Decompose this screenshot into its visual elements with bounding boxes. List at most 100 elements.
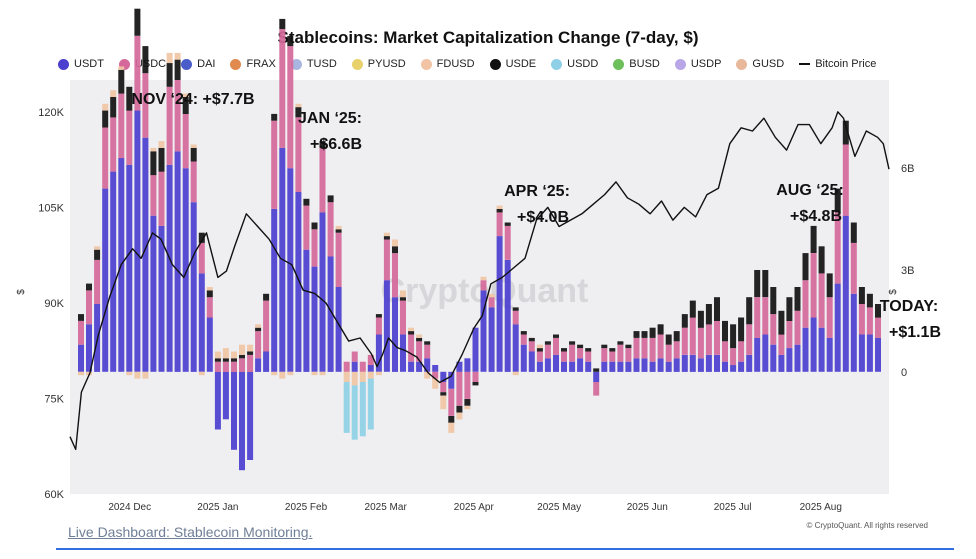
live-dashboard-link[interactable]: Live Dashboard: Stablecoin Monitoring. xyxy=(68,524,313,540)
legend-label: DAI xyxy=(197,58,216,70)
bar-usdt xyxy=(504,259,511,372)
bar-usdt xyxy=(681,354,688,372)
bar-fdusd xyxy=(231,351,237,359)
bar-usdt xyxy=(762,334,769,372)
bar-usdt xyxy=(810,317,817,372)
bar-usde xyxy=(730,324,737,349)
bar-usde xyxy=(673,331,680,342)
legend-label: Bitcoin Price xyxy=(815,58,877,70)
bar-usde xyxy=(383,236,390,240)
bar-fdusd xyxy=(247,344,254,352)
bar-usde xyxy=(134,8,141,36)
legend-item-usdd: USDD xyxy=(551,58,598,70)
bar-usde xyxy=(585,348,592,352)
legend-label: FDUSD xyxy=(436,58,475,70)
bar-usde xyxy=(375,314,382,318)
bar-usde xyxy=(392,246,398,254)
bar-usde xyxy=(311,222,318,230)
bar-usdt xyxy=(263,351,270,372)
bar-usdt xyxy=(625,361,632,372)
bar-usdt xyxy=(255,358,262,372)
bar-usde xyxy=(496,209,503,213)
bar-usdc xyxy=(359,361,366,372)
bar-usde xyxy=(866,293,873,308)
bar-fdusd xyxy=(255,324,262,328)
legend-label: USDE xyxy=(505,58,537,70)
bar-usde xyxy=(512,307,519,311)
bar-usdt xyxy=(142,137,149,372)
bar-usdt xyxy=(247,371,254,460)
bar-fdusd xyxy=(110,90,117,97)
bar-fdusd xyxy=(440,395,447,410)
bar-usdd xyxy=(359,382,366,437)
bar-usde xyxy=(593,368,600,372)
bar-usde xyxy=(440,392,447,396)
bar-usde xyxy=(697,310,704,328)
bar-usdc xyxy=(94,259,101,304)
bar-usdc xyxy=(118,93,125,159)
bar-usdt xyxy=(424,358,431,372)
bar-fdusd xyxy=(206,287,213,291)
bar-usdc xyxy=(536,351,543,362)
bar-fdusd xyxy=(239,344,245,355)
bar-usdt xyxy=(416,361,423,372)
bar-fdusd xyxy=(142,371,149,379)
bar-usde xyxy=(520,331,527,335)
x-axis-tick-label: 2024 Dec xyxy=(108,502,151,513)
bar-usdc xyxy=(327,202,334,257)
bar-usdt xyxy=(601,361,608,372)
bar-usde xyxy=(214,358,221,362)
bar-usde xyxy=(222,358,229,362)
bar-usdt xyxy=(303,249,310,372)
bar-usde xyxy=(810,225,817,253)
bar-usdc xyxy=(110,117,117,172)
bar-usde xyxy=(303,198,310,206)
bar-usdc xyxy=(303,205,310,250)
bar-fdusd xyxy=(182,93,189,97)
left-axis-tick-label: 120K xyxy=(38,107,64,119)
bar-usdt xyxy=(536,361,543,372)
bar-usde xyxy=(472,382,479,386)
bar-usdt xyxy=(166,164,173,372)
x-axis-tick-label: 2025 Jan xyxy=(197,502,238,513)
bar-fdusd xyxy=(102,103,109,111)
bottom-rule xyxy=(56,548,954,550)
bar-usdt xyxy=(794,344,801,372)
x-axis-tick-label: 2025 Jun xyxy=(627,502,668,513)
bar-fdusd xyxy=(311,371,318,376)
bar-usdt xyxy=(158,225,165,372)
bar-usdc xyxy=(383,239,390,281)
bar-usdt xyxy=(802,327,809,372)
bar-usdc xyxy=(762,297,769,335)
bar-usdt xyxy=(818,327,825,372)
bar-usdc xyxy=(665,344,672,362)
bar-usdc xyxy=(577,348,584,359)
bar-usdc xyxy=(480,280,487,291)
bar-usdc xyxy=(850,242,857,294)
bar-usdc xyxy=(681,327,688,355)
bar-fdusd xyxy=(279,371,286,379)
x-axis-tick-label: 2025 Aug xyxy=(800,502,842,513)
bar-usdt xyxy=(641,358,648,372)
bar-usde xyxy=(633,331,640,338)
bar-usdt xyxy=(134,110,141,372)
bar-usdc xyxy=(424,344,431,359)
bar-usde xyxy=(601,344,608,349)
bar-usdc xyxy=(198,242,205,274)
bar-usdc xyxy=(754,297,761,338)
bar-usdc xyxy=(271,120,278,209)
bar-usde xyxy=(424,341,431,345)
annotation-value: +$1.1B xyxy=(889,324,941,341)
left-axis-tick-label: 105K xyxy=(38,202,64,214)
legend-swatch xyxy=(420,58,432,70)
bar-fdusd xyxy=(319,371,326,376)
right-axis-label: $ xyxy=(888,289,899,295)
bar-usdc xyxy=(794,310,801,345)
bar-usde xyxy=(746,297,753,325)
bar-usdc xyxy=(432,371,439,379)
bar-usdc xyxy=(818,273,825,328)
bar-usdc xyxy=(416,341,423,362)
bar-usde xyxy=(126,86,133,111)
bar-usdt xyxy=(222,371,229,420)
legend-label: USDD xyxy=(567,58,599,70)
